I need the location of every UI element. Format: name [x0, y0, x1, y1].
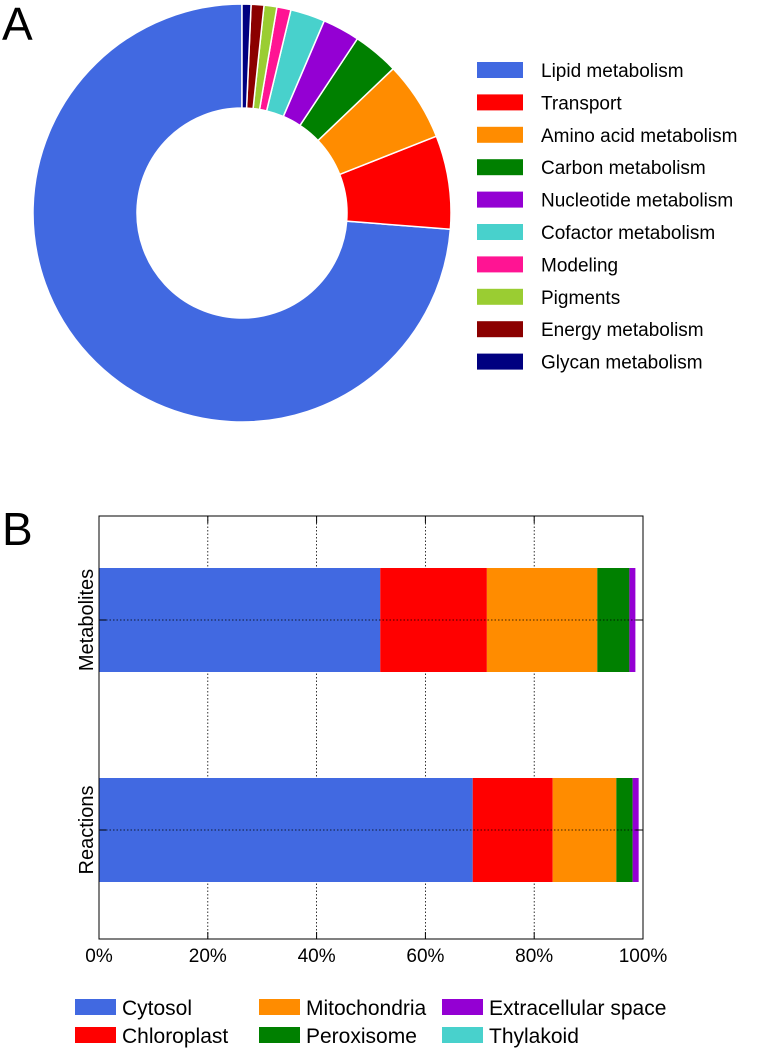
donut-chart	[32, 3, 452, 423]
legend-label-energy-metabolism: Energy metabolism	[541, 320, 704, 341]
category-label-metabolites: Metabolites	[76, 569, 98, 671]
legend-label-glycan-metabolism: Glycan metabolism	[541, 353, 703, 374]
legend-swatch-chloroplast	[75, 1027, 116, 1043]
x-tick-label-2: 40%	[298, 946, 336, 967]
x-tick-label-3: 60%	[406, 946, 444, 967]
legend-swatch-nucleotide-metabolism	[477, 191, 523, 208]
legend-label-cytosol: Cytosol	[122, 997, 192, 1020]
bar-segment-metabolites-chloroplast	[380, 568, 487, 672]
legend-label-peroxisome: Peroxisome	[306, 1025, 417, 1048]
plot-frame	[98, 515, 644, 940]
legend-swatch-cytosol	[75, 999, 116, 1015]
bar-segment-metabolites-mitochondria	[486, 568, 598, 672]
legend-swatch-pigments	[477, 288, 523, 305]
legend-label-amino-acid-metabolism: Amino acid metabolism	[541, 126, 737, 147]
panel-b-letter: B	[2, 503, 33, 555]
legend-swatch-energy-metabolism	[477, 321, 523, 338]
category-label-reactions: Reactions	[76, 786, 98, 875]
legend-label-modeling: Modeling	[541, 255, 618, 276]
legend-swatch-glycan-metabolism	[477, 353, 523, 370]
legend-swatch-thylakoid	[442, 1027, 483, 1043]
donut-slice-lipid-metabolism	[32, 3, 452, 423]
donut-slice-glycan-metabolism	[241, 3, 252, 109]
donut-legend: Lipid metabolism Transport Amino acid meta…	[477, 61, 737, 374]
legend-swatch-modeling	[477, 256, 523, 273]
panel-a-letter: A	[2, 0, 33, 50]
x-tick-label-1: 20%	[189, 946, 227, 967]
legend-label-thylakoid: Thylakoid	[489, 1025, 579, 1048]
legend-label-lipid-metabolism: Lipid metabolism	[541, 61, 684, 82]
legend-swatch-carbon-metabolism	[477, 159, 523, 176]
x-tick-label-5: 100%	[619, 946, 668, 967]
legend-swatch-amino-acid-metabolism	[477, 126, 523, 143]
legend-swatch-lipid-metabolism	[477, 62, 523, 78]
legend-label-chloroplast: Chloroplast	[122, 1025, 228, 1048]
legend-swatch-extracellular-space	[442, 999, 483, 1015]
legend-label-pigments: Pigments	[541, 288, 620, 309]
legend-label-mitochondria: Mitochondria	[306, 997, 427, 1020]
legend-label-cofactor-metabolism: Cofactor metabolism	[541, 223, 715, 244]
legend-swatch-cofactor-metabolism	[477, 224, 523, 240]
legend-swatch-mitochondria	[259, 999, 300, 1015]
legend-label-carbon-metabolism: Carbon metabolism	[541, 158, 706, 179]
bar-legend: Cytosol Chloroplast Mitochondria Peroxisome…	[75, 997, 666, 1048]
legend-label-extracellular-space: Extracellular space	[489, 997, 666, 1020]
legend-label-transport: Transport	[541, 93, 622, 114]
legend-swatch-peroxisome	[259, 1027, 300, 1043]
legend-label-nucleotide-metabolism: Nucleotide metabolism	[541, 191, 733, 212]
legend-swatch-transport	[477, 94, 523, 111]
x-tick-label-4: 80%	[515, 946, 553, 967]
bar-segment-reactions-mitochondria	[552, 778, 617, 882]
stacked-bar-chart: Metabolites Reactions 0% 20% 40% 60% 80% 100%	[76, 515, 668, 967]
x-tick-label-0: 0%	[85, 946, 113, 967]
